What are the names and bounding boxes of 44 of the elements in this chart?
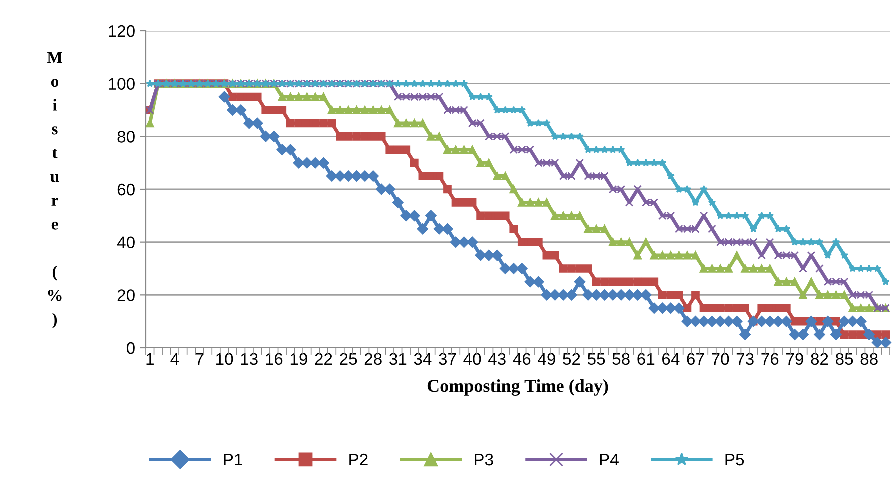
- x-tick-label: 76: [762, 353, 779, 366]
- x-tick-label: 73: [736, 353, 754, 366]
- x-tick-label: 10: [216, 353, 234, 366]
- x-tick-label: 70: [712, 353, 730, 366]
- x-tick-label: 25: [340, 353, 358, 366]
- x-tick-label: 7: [196, 353, 204, 365]
- x-tick-label: 13: [241, 353, 258, 366]
- x-tick-label: 46: [513, 353, 531, 366]
- y-tick-label: 120: [109, 25, 135, 38]
- x-tick-label: 85: [836, 353, 854, 366]
- legend-label: P2: [350, 454, 368, 466]
- x-tick-label: 43: [488, 353, 506, 366]
- x-tick-label: 19: [290, 353, 308, 366]
- x-tick-label: 28: [364, 353, 382, 366]
- y-tick-label: 60: [118, 184, 135, 196]
- x-tick-label: 34: [414, 353, 432, 366]
- x-tick-label: 37: [439, 353, 456, 366]
- x-tick-label: 49: [538, 353, 556, 366]
- x-tick-label: 61: [638, 353, 655, 366]
- x-tick-label: 79: [786, 353, 804, 366]
- x-tick-label: 52: [563, 353, 580, 366]
- y-tick-label: 40: [117, 236, 135, 249]
- x-tick-label: 22: [315, 353, 332, 365]
- y-tick-label: 20: [118, 290, 135, 302]
- x-tick-label: 64: [662, 353, 680, 366]
- x-tick-label: 67: [687, 353, 704, 366]
- y-tick-label: 80: [118, 131, 135, 143]
- legend-label: P4: [600, 454, 619, 466]
- x-tick-label: 82: [811, 353, 828, 366]
- x-tick-label: 88: [860, 353, 878, 366]
- y-tick-label: 100: [109, 78, 135, 90]
- x-tick-label: 58: [612, 353, 630, 366]
- x-tick-label: 55: [588, 353, 606, 366]
- y-tick-label: 0: [126, 342, 135, 354]
- x-tick-label: 31: [390, 353, 407, 366]
- text: Moisture (%): [47, 52, 62, 328]
- legend-label: P3: [475, 454, 494, 466]
- x-tick-label: 16: [266, 353, 283, 366]
- x-tick-label: 40: [464, 353, 482, 366]
- legend-label: P5: [726, 454, 744, 466]
- x-axis-title: Composting Time (day): [428, 380, 608, 396]
- legend-label: P1: [224, 454, 242, 466]
- x-tick-label: 1: [146, 353, 154, 365]
- x-tick-label: 4: [170, 353, 180, 365]
